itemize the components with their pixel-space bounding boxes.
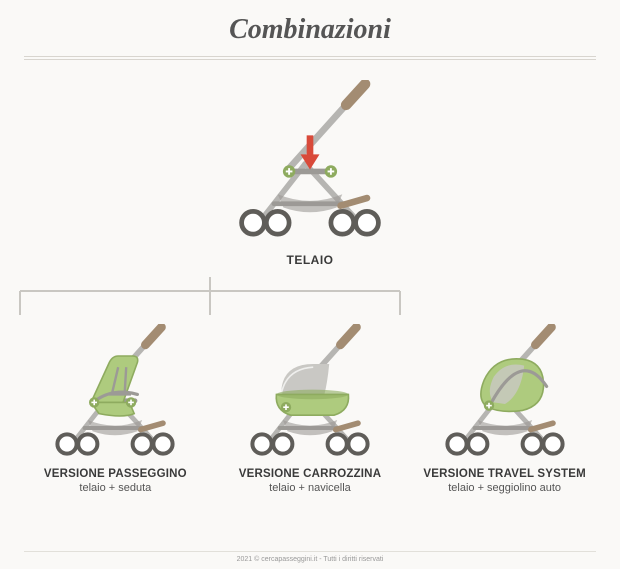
variants-row: VERSIONE PASSEGGINO telaio + seduta VERS… (0, 324, 620, 494)
variant-sub: telaio + navicella (215, 482, 405, 494)
title-text: Combinazioni (229, 14, 391, 45)
page-title: Combinazioni (0, 0, 620, 56)
chassis-illustration (215, 80, 405, 242)
hero-chassis: TELAIO (0, 68, 620, 267)
variant-travel-system: VERSIONE TRAVEL SYSTEM telaio + seggioli… (410, 324, 600, 494)
hero-label: TELAIO (0, 253, 620, 267)
variant-title: VERSIONE CARROZZINA (215, 468, 405, 480)
connector-lines (0, 277, 420, 315)
footer-copyright: 2021 © cercapasseggini.it - Tutti i diri… (24, 551, 596, 563)
variant-title: VERSIONE TRAVEL SYSTEM (410, 468, 600, 480)
variant-sub: telaio + seggiolino auto (410, 482, 600, 494)
variant-sub: telaio + seduta (20, 482, 210, 494)
variant-carrozzina: VERSIONE CARROZZINA telaio + navicella (215, 324, 405, 494)
bassinet-illustration (230, 324, 390, 460)
stroller-seat-illustration (35, 324, 195, 460)
car-seat-illustration (425, 324, 585, 460)
variant-title: VERSIONE PASSEGGINO (20, 468, 210, 480)
variant-passeggino: VERSIONE PASSEGGINO telaio + seduta (20, 324, 210, 494)
divider (24, 56, 596, 60)
